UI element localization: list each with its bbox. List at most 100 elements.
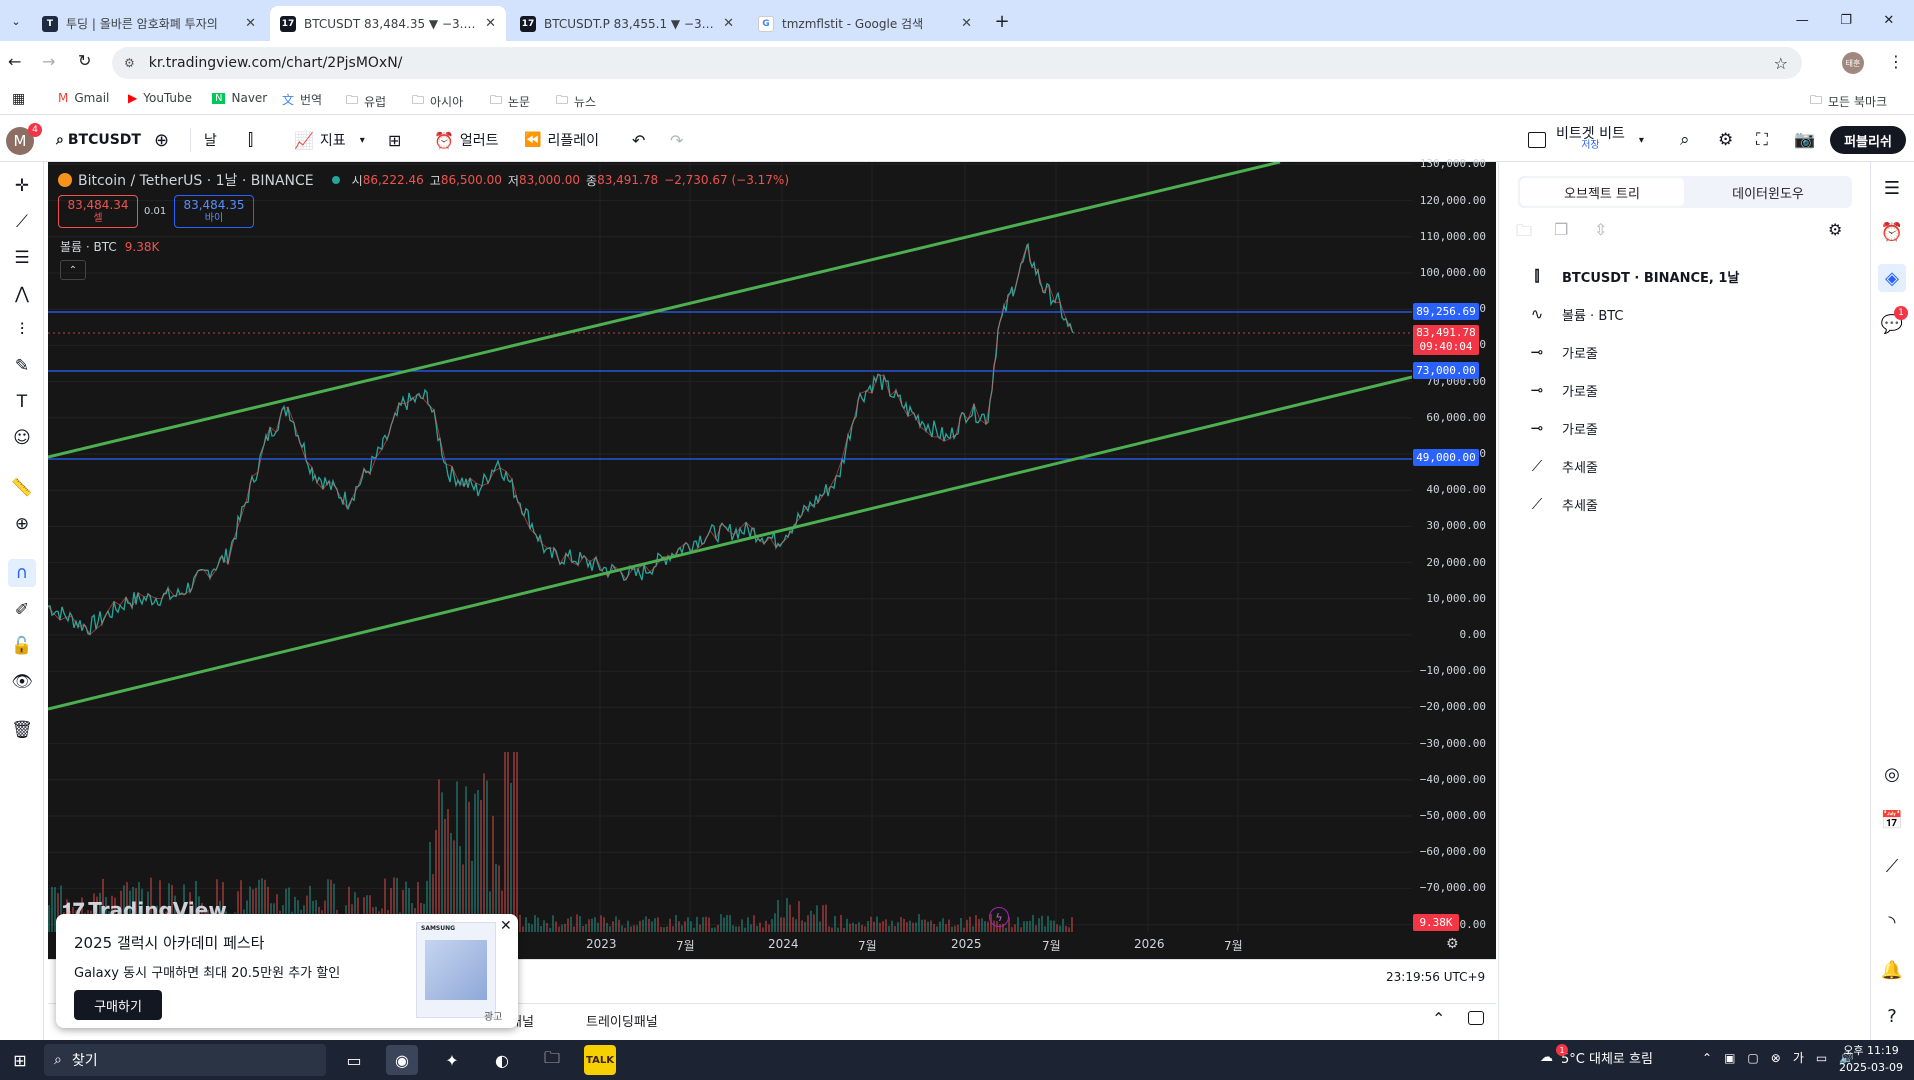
browser-tab-1[interactable]: 17 BTCUSDT 83,484.35 ▼ −3.18% ✕ <box>270 6 506 41</box>
all-bookmarks[interactable]: 🗀 모든 북마크 <box>1810 91 1887 112</box>
copilot-icon[interactable]: ✦ <box>445 1050 459 1070</box>
sell-button[interactable]: 83,484.34 셀 <box>58 195 138 228</box>
brush-tool[interactable]: ✎ <box>8 352 36 380</box>
edge-icon[interactable]: ◐ <box>495 1050 509 1070</box>
settings-button[interactable]: ⚙ <box>1718 126 1733 154</box>
ime-indicator[interactable]: 가 <box>1792 1051 1804 1065</box>
pattern-tool[interactable]: ⋀ <box>8 280 36 308</box>
publish-button[interactable]: 퍼블리쉬 <box>1830 126 1906 154</box>
replay-button[interactable]: ⏪ 리플레이 <box>524 132 599 149</box>
browser-tab-0[interactable]: T 투딩 | 올바른 암호화폐 투자의 ✕ <box>32 6 266 41</box>
lock-tool[interactable]: 🔓 <box>8 632 36 660</box>
alert-button[interactable]: ⏰ 얼러트 <box>434 130 499 150</box>
tray-chevron-icon[interactable]: ⌃ <box>1702 1050 1713 1065</box>
site-info-icon[interactable]: ⚙ <box>124 56 135 70</box>
snapshot-button[interactable]: 📷 <box>1794 126 1815 154</box>
forward-icon[interactable]: → <box>42 52 56 71</box>
browser-tab-2[interactable]: 17 BTCUSDT.P 83,455.1 ▼ −3.17% ✕ <box>510 6 744 41</box>
chart-type-button[interactable]: ⫿ <box>248 126 253 154</box>
lightning-icon[interactable]: ϟ <box>989 907 1009 927</box>
watchlist-button[interactable]: ☰ <box>1878 174 1906 202</box>
chrome-icon[interactable]: ◉ <box>386 1045 418 1075</box>
trendline-tool[interactable]: ⟋ <box>8 208 36 236</box>
bookmark-gmail[interactable]: M Gmail <box>58 91 110 105</box>
bookmark-folder-news[interactable]: 🗀 뉴스 <box>556 91 596 112</box>
close-icon[interactable]: ✕ <box>245 16 256 31</box>
taskbar-search[interactable]: ⌕ 찾기 <box>44 1044 326 1076</box>
taskbar-clock[interactable]: 오후 11:19 2025-03-09 <box>1836 1042 1906 1076</box>
new-folder-icon[interactable]: 🗀 <box>1516 221 1533 240</box>
close-icon[interactable]: ✕ <box>723 16 734 31</box>
ad-image[interactable]: SAMSUNG <box>416 922 496 1018</box>
redo-button[interactable]: ↷ <box>670 126 683 154</box>
layers-order-icon[interactable]: ⇳ <box>1594 220 1608 239</box>
restore-icon[interactable]: ❐ <box>1840 12 1852 28</box>
undo-button[interactable]: ↶ <box>632 126 645 154</box>
maximize-panel-icon[interactable] <box>1468 1011 1484 1025</box>
hotlist-button[interactable]: ◎ <box>1878 760 1906 788</box>
windows-start-icon[interactable]: ⊞ <box>13 1050 27 1070</box>
pine-editor-button[interactable]: ⟋ <box>1878 852 1906 880</box>
tray-app-icon[interactable]: ▣ <box>1724 1050 1736 1065</box>
crosshair-tool[interactable]: ✛ <box>8 172 36 200</box>
weather-widget[interactable]: ☁ 5°C 대체로 흐림 <box>1540 1050 1653 1067</box>
news-stream-button[interactable]: ◝ <box>1878 908 1906 936</box>
text-tool[interactable]: T <box>8 388 36 416</box>
tree-item-volume[interactable]: ∿ 볼륨 · BTC <box>1526 302 1624 326</box>
bookmark-folder-papers[interactable]: 🗀 논문 <box>490 91 530 112</box>
minimize-icon[interactable]: — <box>1795 12 1809 28</box>
tab-object-tree[interactable]: 오브젝트 트리 <box>1520 178 1684 206</box>
symbol-search-button[interactable]: ⌕ BTCUSDT <box>56 132 141 148</box>
tree-item-trendline[interactable]: ⟋ 추세줄 <box>1526 454 1598 478</box>
tab-data-window[interactable]: 데이터윈도우 <box>1732 186 1804 202</box>
remove-drawings-tool[interactable]: 🗑 <box>8 716 36 744</box>
channel-upper-trendline[interactable] <box>48 162 1281 459</box>
ad-buy-button[interactable]: 구매하기 <box>74 990 162 1020</box>
interval-button[interactable]: 날 <box>204 133 217 149</box>
tree-item-symbol[interactable]: ⫿ BTCUSDT · BINANCE, 1날 <box>1526 264 1740 288</box>
reload-icon[interactable]: ↻ <box>78 51 92 70</box>
legend-title[interactable]: Bitcoin / TetherUS · 1날 · BINANCE <box>78 173 314 189</box>
stay-drawing-tool[interactable]: ✐ <box>8 596 36 624</box>
bookmark-naver[interactable]: N Naver <box>212 91 267 105</box>
bookmark-folder-europe[interactable]: 🗀 유럽 <box>346 91 386 112</box>
alerts-button[interactable]: ⏰ <box>1878 218 1906 246</box>
clock-timezone[interactable]: 23:19:56 UTC+9 <box>1386 970 1486 984</box>
bookmark-star-icon[interactable]: ☆ <box>1773 53 1788 73</box>
templates-button[interactable]: ⊞ <box>388 126 401 154</box>
notifications-button[interactable]: 🔔 <box>1878 956 1906 984</box>
chevron-up-icon[interactable]: ⌃ <box>1432 1009 1446 1028</box>
magnet-tool[interactable]: ∩ <box>8 559 36 587</box>
measure-tool[interactable]: 📏 <box>8 474 36 502</box>
fullscreen-button[interactable]: ⛶ <box>1756 126 1768 154</box>
profile-avatar[interactable]: 태훈 <box>1842 52 1864 74</box>
help-button[interactable]: ? <box>1878 1002 1906 1030</box>
chart-pane[interactable] <box>48 162 1496 959</box>
kakaotalk-icon[interactable]: TALK <box>584 1045 616 1075</box>
axis-settings-icon[interactable]: ⚙ <box>1446 936 1459 952</box>
back-icon[interactable]: ← <box>8 52 22 71</box>
close-icon[interactable]: ✕ <box>485 16 496 31</box>
tree-item-hline[interactable]: ⊸ 가로줄 <box>1526 340 1598 364</box>
price-axis[interactable] <box>1412 162 1496 959</box>
channel-lower-trendline[interactable] <box>48 375 1413 711</box>
object-tree-button[interactable]: ◈ <box>1878 264 1906 292</box>
close-icon[interactable]: ✕ <box>961 16 972 31</box>
layout-button[interactable]: 비트겟 비트 저장 ▾ <box>1528 126 1644 154</box>
network-icon[interactable]: ▭ <box>1815 1050 1828 1065</box>
tree-item-hline[interactable]: ⊸ 가로줄 <box>1526 416 1598 440</box>
browser-tab-3[interactable]: G tmzmflstit - Google 검색 ✕ <box>748 6 982 41</box>
menu-icon[interactable]: ⋮ <box>1888 52 1904 71</box>
tray-meet-icon[interactable]: ▢ <box>1747 1050 1759 1065</box>
bookmark-folder-asia[interactable]: 🗀 아시아 <box>412 91 463 112</box>
address-bar[interactable]: ⚙ kr.tradingview.com/chart/2PjsMOxN/ ☆ <box>112 47 1802 79</box>
ad-popup[interactable]: 2025 갤럭시 아카데미 페스타 Galaxy 동시 구매하면 최대 20.5… <box>56 914 518 1028</box>
compare-symbol-button[interactable]: ⊕ <box>154 126 169 154</box>
fib-tool[interactable]: ☰ <box>8 244 36 272</box>
zoom-tool[interactable]: ⊕ <box>8 510 36 538</box>
new-tab-button[interactable]: + <box>994 10 1010 32</box>
collapse-legend-button[interactable]: ⌃ <box>60 260 86 280</box>
hide-tool[interactable]: 👁 <box>8 668 36 696</box>
calendar-button[interactable]: 📅 <box>1878 806 1906 834</box>
apps-grid-icon[interactable]: ▦ <box>12 91 26 107</box>
